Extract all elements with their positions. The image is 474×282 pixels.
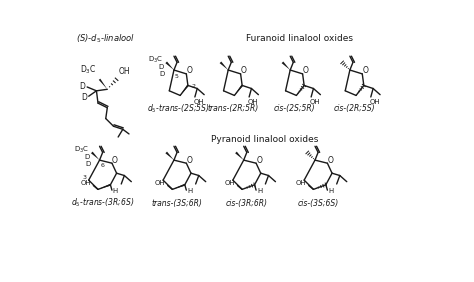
Text: 5: 5 [174, 74, 178, 80]
Text: H: H [187, 188, 192, 194]
Polygon shape [98, 184, 111, 190]
Text: D: D [84, 154, 90, 160]
Text: D$_3$C: D$_3$C [80, 64, 96, 76]
Text: O: O [328, 156, 333, 165]
Polygon shape [165, 61, 174, 70]
Text: O: O [186, 156, 192, 165]
Text: d$_5$-trans-(3R;6S): d$_5$-trans-(3R;6S) [71, 197, 134, 210]
Polygon shape [235, 152, 244, 160]
Text: D: D [80, 82, 86, 91]
Polygon shape [219, 61, 228, 70]
Text: OH: OH [296, 180, 307, 186]
Text: D: D [159, 71, 164, 77]
Text: 3: 3 [82, 175, 86, 180]
Text: O: O [241, 66, 246, 75]
Text: Furanoid linalool oxides: Furanoid linalool oxides [246, 34, 353, 43]
Polygon shape [165, 152, 174, 160]
Text: H: H [328, 188, 333, 194]
Polygon shape [282, 61, 290, 70]
Polygon shape [180, 85, 189, 95]
Text: OH: OH [119, 67, 130, 76]
Text: D: D [85, 161, 90, 167]
Text: O: O [186, 66, 192, 75]
Text: D: D [81, 93, 87, 102]
Text: O: O [256, 156, 262, 165]
Text: H: H [257, 188, 262, 194]
Text: O: O [363, 66, 368, 75]
Polygon shape [99, 79, 107, 89]
Text: cis-(2S;5R): cis-(2S;5R) [274, 104, 316, 113]
Text: (S)-d$_5$-linalool: (S)-d$_5$-linalool [76, 32, 136, 45]
Text: cis-(3R;6R): cis-(3R;6R) [226, 199, 268, 208]
Text: 6: 6 [100, 163, 105, 168]
Text: OH: OH [155, 180, 165, 186]
Text: OH: OH [310, 99, 320, 105]
Text: cis-(2R;5S): cis-(2R;5S) [334, 104, 375, 113]
Text: trans-(3S;6R): trans-(3S;6R) [152, 199, 202, 208]
Text: D$_3$C: D$_3$C [73, 145, 89, 155]
Text: H: H [113, 188, 118, 194]
Polygon shape [173, 184, 185, 190]
Text: d$_5$-trans-(2S;5S): d$_5$-trans-(2S;5S) [147, 102, 210, 115]
Text: OH: OH [193, 99, 204, 105]
Text: OH: OH [248, 99, 258, 105]
Text: OH: OH [369, 99, 380, 105]
Text: D$_3$C: D$_3$C [148, 55, 163, 65]
Polygon shape [91, 152, 100, 160]
Text: Pyranoid linalool oxides: Pyranoid linalool oxides [211, 135, 319, 144]
Text: O: O [303, 66, 309, 75]
Text: cis-(3S;6S): cis-(3S;6S) [298, 199, 339, 208]
Polygon shape [235, 85, 243, 95]
Text: OH: OH [225, 180, 235, 186]
Text: 2: 2 [191, 85, 195, 89]
Text: O: O [112, 156, 118, 165]
Text: D: D [159, 64, 164, 70]
Text: OH: OH [81, 180, 91, 186]
Text: trans-(2R;5R): trans-(2R;5R) [207, 104, 258, 113]
